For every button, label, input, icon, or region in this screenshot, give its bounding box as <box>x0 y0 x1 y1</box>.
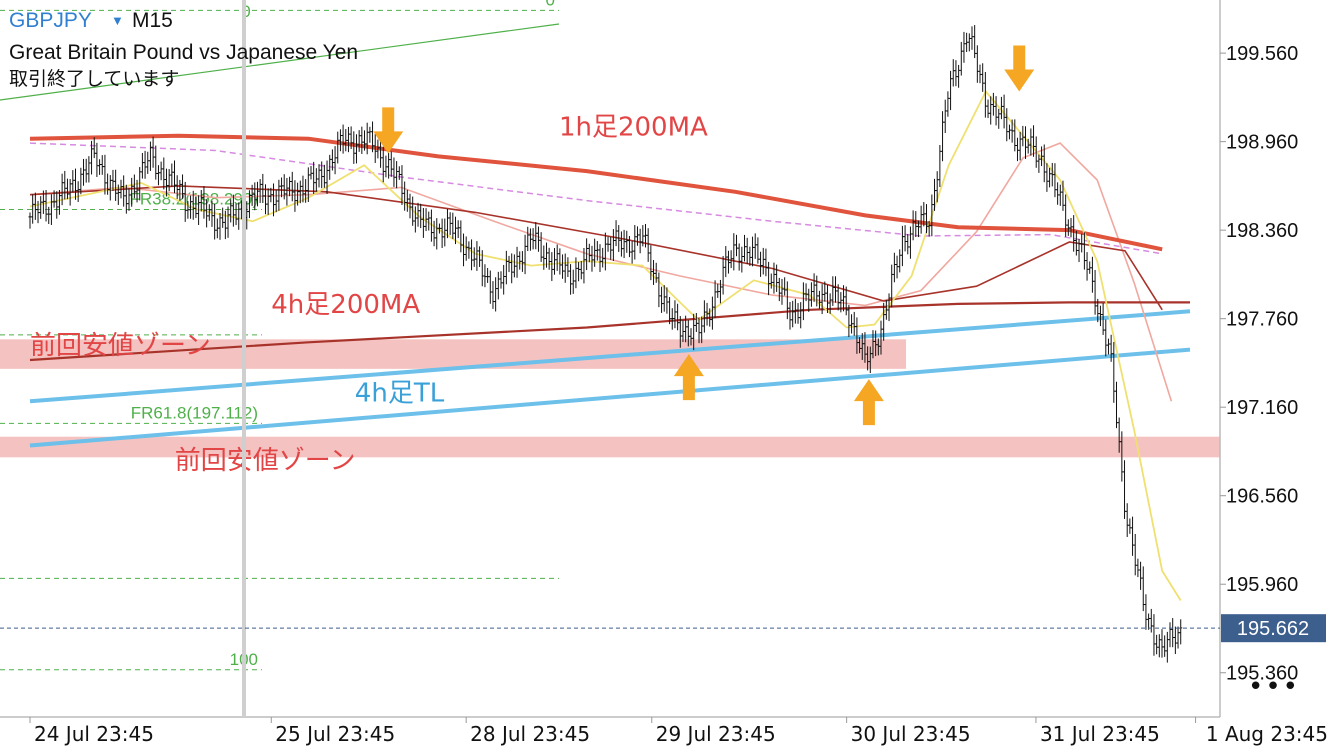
annotation-4: 前回安値ゾーン <box>175 446 356 476</box>
annotation-1: 4h足200MA <box>271 290 420 320</box>
x-tick-label-3: 29 Jul 23:45 <box>656 722 776 746</box>
fib-label-3: FR61.8(197.112) <box>131 403 258 422</box>
fib-diagonal <box>0 23 560 101</box>
y-tick-label-7: 195.360 <box>1226 663 1298 685</box>
x-tick-label-1: 25 Jul 23:45 <box>275 722 395 746</box>
x-tick-label-5: 31 Jul 23:45 <box>1040 722 1160 746</box>
y-tick-label-5: 196.560 <box>1226 486 1298 508</box>
support-zone-2 <box>0 436 1220 458</box>
market-status: 取引終了しています <box>9 68 180 90</box>
y-tick-label-1: 198.960 <box>1226 132 1298 154</box>
x-tick-label-2: 28 Jul 23:45 <box>470 722 590 746</box>
arrow-up-icon-2 <box>853 379 884 426</box>
y-tick-label-6: 195.960 <box>1226 574 1298 596</box>
x-tick-label-0: 24 Jul 23:45 <box>34 722 154 746</box>
x-tick-label-4: 30 Jul 23:45 <box>851 722 971 746</box>
symbol-dropdown-icon[interactable]: ▼ <box>111 13 124 28</box>
timeframe-label[interactable]: M15 <box>132 9 173 32</box>
arrow-down-icon-3 <box>1004 45 1035 92</box>
arrow-down-icon-0 <box>373 107 404 154</box>
y-tick-label-2: 198.360 <box>1226 220 1298 242</box>
x-axis: 24 Jul 23:45 25 Jul 23:45 28 Jul 23:45 29 J… <box>29 717 1328 746</box>
annotation-2: 前回安値ゾーン <box>30 331 211 361</box>
current-price-badge: 195.662 <box>1221 614 1326 643</box>
ma-4h-200-line <box>29 301 1190 362</box>
y-tick-label-3: 197.760 <box>1226 309 1298 331</box>
y-tick-label-0: 199.560 <box>1226 43 1298 65</box>
instrument-name: Great Britain Pound vs Japanese Yen <box>9 41 359 64</box>
trendline-lower <box>29 347 1191 448</box>
annotation-0: 1h足200MA <box>559 113 708 143</box>
y-axis: 199.560 198.960 198.360 197.760 197.160 196.5… <box>1220 43 1298 685</box>
arrow-up-icon-1 <box>673 354 704 401</box>
ma-medium-line <box>29 142 1173 402</box>
ma-dark-line <box>29 185 1163 311</box>
current-price-badge-bg <box>1221 614 1326 643</box>
trendline-upper <box>29 309 1191 404</box>
ma-fast-line <box>29 89 1182 601</box>
more-menu-icon[interactable]: ••• <box>1247 672 1300 702</box>
current-price-value: 195.662 <box>1237 618 1309 640</box>
y-tick-label-4: 197.160 <box>1226 397 1298 419</box>
x-tick-label-6: 1 Aug 23:45 <box>1206 722 1328 746</box>
annotation-3: 4h足TL <box>355 378 445 408</box>
symbol-label[interactable]: GBPJPY <box>9 9 92 32</box>
ma-dashed-line <box>29 142 1163 255</box>
fib-label-0: 0 <box>545 0 554 9</box>
